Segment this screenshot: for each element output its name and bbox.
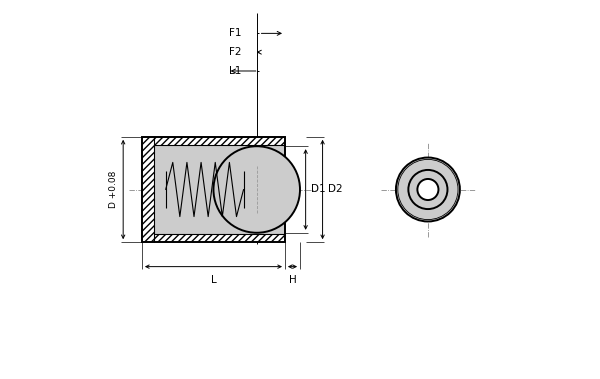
Circle shape (418, 179, 439, 200)
Circle shape (396, 158, 460, 221)
Bar (142, 137, 285, 242)
Text: D +0.08: D +0.08 (109, 171, 118, 208)
Bar (142, 137, 285, 145)
Text: H: H (289, 275, 296, 285)
Circle shape (214, 146, 300, 233)
Text: D1: D1 (311, 185, 326, 194)
Text: D2: D2 (328, 185, 343, 194)
Bar (142, 234, 285, 242)
Circle shape (409, 170, 448, 209)
Bar (142, 137, 154, 242)
Text: L: L (211, 275, 217, 285)
Text: F2: F2 (229, 47, 242, 57)
Text: F1: F1 (229, 28, 242, 38)
Text: L1: L1 (229, 66, 242, 76)
Bar (142, 137, 285, 242)
